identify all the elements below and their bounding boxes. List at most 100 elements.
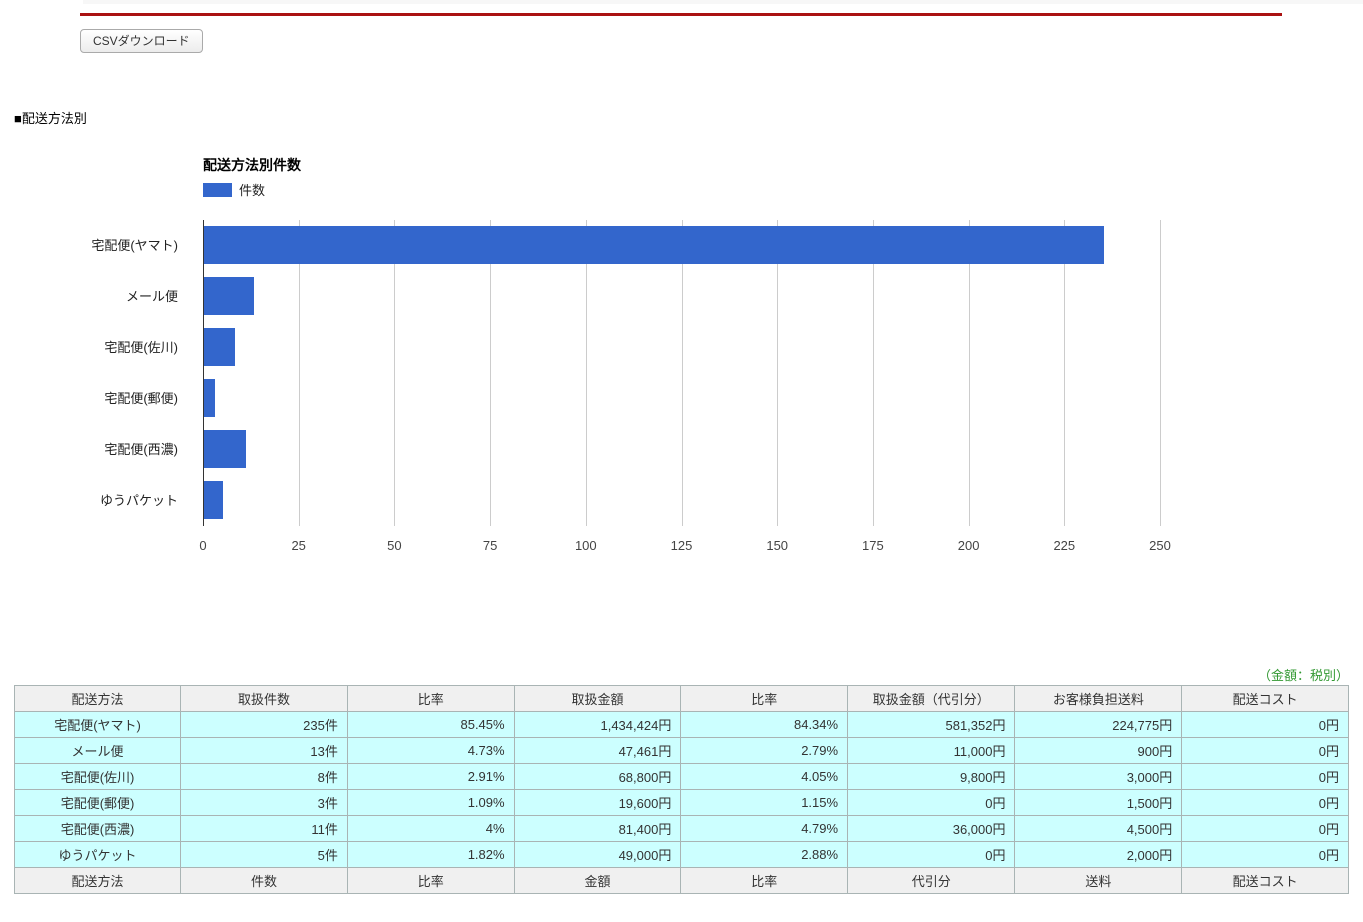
table-cell: 宅配便(西濃) [13, 815, 182, 842]
table-cell: 1,434,424円 [513, 711, 682, 738]
bar [204, 379, 216, 417]
table-cell: 3,000円 [1014, 763, 1183, 790]
table-cell: 0円 [1181, 789, 1349, 816]
gridline [1064, 220, 1066, 526]
gridline [872, 220, 874, 526]
bar [204, 277, 254, 315]
tax-note: （金額：税別） [1257, 668, 1349, 683]
category-label: 宅配便(ヤマト) [91, 238, 178, 253]
table-cell: 235件 [180, 711, 348, 738]
table-cell: 9,800円 [847, 763, 1016, 790]
table-footer-cell: 配送コスト [1181, 867, 1349, 894]
category-label: ゆうパケット [99, 493, 178, 508]
chart-legend: 件数 [203, 180, 265, 199]
table-cell: 1.82% [346, 841, 515, 868]
table-cell: 4,500円 [1014, 815, 1183, 842]
gridline [490, 220, 492, 526]
bar [204, 328, 235, 366]
table-cell: 1.15% [680, 789, 849, 816]
table-row: 宅配便(西濃) 11件 4% 81,400円 4.79% 36,000円 4,500円 0円 [13, 815, 1349, 842]
table-footer-cell: 比率 [680, 867, 849, 894]
x-tick-label: 75 [482, 538, 498, 553]
table-cell: 224,775円 [1014, 711, 1183, 738]
x-tick-label: 100 [574, 538, 597, 553]
legend-label: 件数 [239, 183, 266, 198]
table-cell: ゆうパケット [13, 841, 182, 868]
table-cell: 4.79% [680, 815, 849, 842]
category-label: 宅配便(西濃) [104, 442, 178, 457]
table-cell: 宅配便(郵便) [13, 789, 182, 816]
table-cell: 84.34% [680, 711, 849, 738]
table-row: 宅配便(郵便) 3件 1.09% 19,600円 1.15% 0円 1,500円 0円 [13, 789, 1349, 816]
table-cell: 4.05% [680, 763, 849, 790]
table-cell: 2,000円 [1014, 841, 1183, 868]
x-tick-label: 0 [199, 538, 207, 553]
csv-download-button[interactable]: CSVダウンロード [80, 29, 203, 53]
table-row: 宅配便(ヤマト) 235件 85.45% 1,434,424円 84.34% 581,35… [13, 711, 1349, 738]
table-cell: 8件 [180, 763, 348, 790]
x-tick-label: 175 [862, 538, 884, 553]
table-cell: 5件 [180, 841, 348, 868]
section-label: ■配送方法別 [14, 111, 87, 126]
x-tick-label: 150 [766, 538, 789, 553]
gridline [968, 220, 970, 526]
table-cell: 19,600円 [513, 789, 682, 816]
chart-x-axis: 0 25 50 75 100 125 150 175 200 225 250 [199, 538, 1170, 554]
table-header-cell: 比率 [680, 685, 849, 712]
table-row: ゆうパケット 5件 1.82% 49,000円 2.88% 0円 2,000円 0円 [13, 841, 1349, 868]
gridline [394, 220, 396, 526]
table-cell: 0円 [1181, 763, 1349, 790]
table-footer-cell: 件数 [180, 867, 348, 894]
table-header-cell: 配送方法 [13, 685, 182, 712]
x-tick-label: 225 [1053, 538, 1076, 553]
table-cell: 13件 [180, 737, 348, 764]
table-header-cell: 取扱金額（代引分） [847, 685, 1016, 712]
table-cell: 0円 [1181, 841, 1349, 868]
table-header-cell: お客様負担送料 [1014, 685, 1183, 712]
table-body: 宅配便(ヤマト) 235件 85.45% 1,434,424円 84.34% 581,35… [13, 711, 1349, 868]
table-cell: 68,800円 [513, 763, 682, 790]
table-cell: 0円 [847, 841, 1016, 868]
table-cell: メール便 [13, 737, 182, 764]
bar [204, 481, 224, 519]
table-footer-row: 配送方法 件数 比率 金額 比率 代引分 送料 配送コスト [13, 867, 1349, 894]
table-cell: 1.09% [346, 789, 515, 816]
x-tick-label: 25 [291, 538, 306, 553]
table-cell: 0円 [1181, 711, 1349, 738]
legend-color-swatch-icon [203, 182, 232, 197]
table-cell: 581,352円 [847, 711, 1016, 738]
table-cell: 1,500円 [1014, 789, 1183, 816]
table-footer-cell: 送料 [1014, 867, 1183, 894]
axis-baseline [203, 220, 204, 526]
table-cell: 11件 [180, 815, 348, 842]
table-cell: 4.73% [346, 737, 515, 764]
bar-row [203, 271, 1160, 322]
category-label: 宅配便(郵便) [104, 391, 178, 406]
table-footer-cell: 代引分 [847, 867, 1016, 894]
x-tick-label: 250 [1149, 538, 1171, 553]
chart-title: 配送方法別件数 [203, 157, 301, 173]
category-label: 宅配便(佐川) [104, 340, 178, 355]
table-header-cell: 比率 [346, 685, 515, 712]
x-tick-label: 125 [670, 538, 693, 553]
gridline [777, 220, 779, 526]
bar [204, 226, 1104, 264]
table-cell: 47,461円 [513, 737, 682, 764]
table-cell: 85.45% [346, 711, 515, 738]
table-footer-cell: 比率 [346, 867, 515, 894]
table-cell: 0円 [1181, 737, 1349, 764]
bar-row [203, 424, 1160, 475]
chart-plot [203, 220, 1161, 526]
table-cell: 2.88% [680, 841, 849, 868]
section-divider-rule [80, 13, 1282, 16]
bar-row [203, 220, 1160, 271]
bar-row [203, 475, 1160, 526]
table-cell: 11,000円 [847, 737, 1016, 764]
table-cell: 2.91% [346, 763, 515, 790]
table-footer-cell: 配送方法 [13, 867, 182, 894]
gridline [1160, 220, 1161, 526]
top-cropped-strip [83, 0, 1363, 4]
table-cell: 宅配便(ヤマト) [13, 711, 182, 738]
table-cell: 3件 [180, 789, 348, 816]
bar-row [203, 373, 1160, 424]
